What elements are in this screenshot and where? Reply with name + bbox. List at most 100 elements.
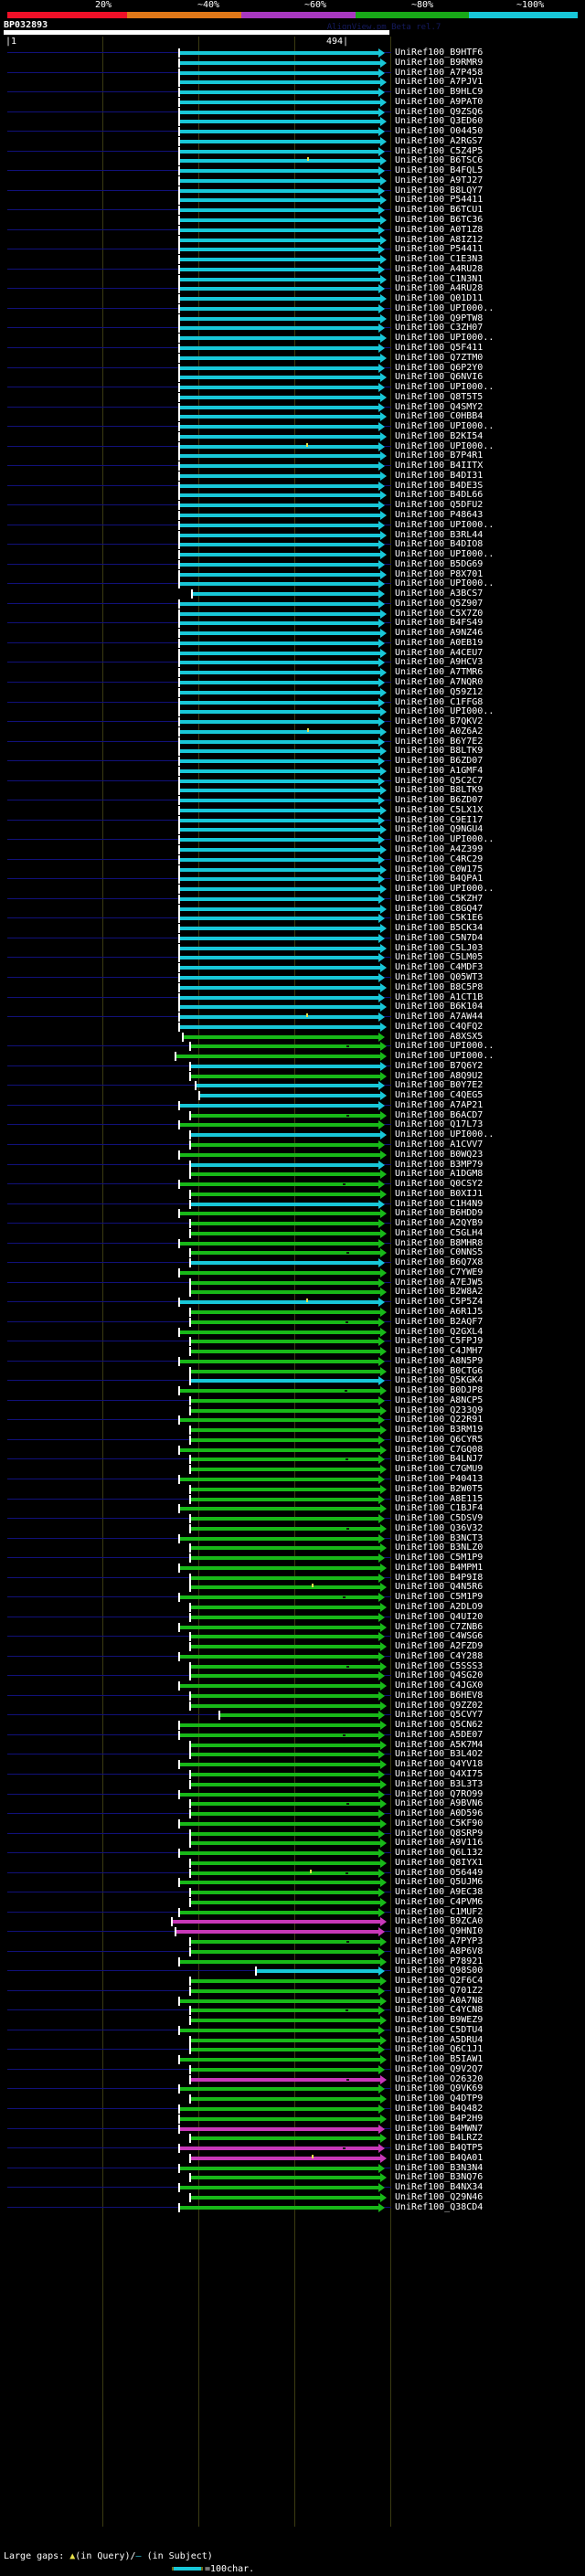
alignment-row[interactable]: UniRef100_Q5DFU2 [0, 500, 585, 511]
alignment-row[interactable]: UniRef100_P54411 [0, 244, 585, 255]
hsp-bar[interactable] [190, 1468, 380, 1472]
hit-label[interactable]: UniRef100_C1E3N3 [395, 254, 484, 265]
hit-label[interactable]: UniRef100_B3N3N4 [395, 2162, 484, 2173]
alignment-row[interactable]: UniRef100_C1H4N9 [0, 1199, 585, 1210]
hit-label[interactable]: UniRef100_Q5CVY7 [395, 1710, 484, 1721]
hsp-bar[interactable] [179, 582, 378, 587]
hit-label[interactable]: UniRef100_B3RM19 [395, 1425, 484, 1436]
alignment-row[interactable]: UniRef100_C4YCN8 [0, 2005, 585, 2016]
alignment-row[interactable]: UniRef100_C4QFQ2 [0, 1022, 585, 1033]
hit-label[interactable]: UniRef100_Q4SMY2 [395, 401, 484, 412]
alignment-row[interactable]: UniRef100_B6K104 [0, 1002, 585, 1012]
hsp-bar[interactable] [179, 533, 380, 537]
hsp-bar[interactable] [179, 621, 378, 626]
hsp-bar[interactable] [179, 1447, 380, 1452]
alignment-row[interactable]: UniRef100_A4RU28 [0, 283, 585, 294]
alignment-row[interactable]: UniRef100_A7AW44 [0, 1012, 585, 1023]
hit-label[interactable]: UniRef100_B6ZD07 [395, 756, 484, 767]
hsp-bar[interactable] [179, 90, 378, 95]
hsp-bar[interactable] [179, 326, 378, 331]
hit-label[interactable]: UniRef100_A2QYB9 [395, 1218, 484, 1229]
alignment-row[interactable]: UniRef100_B0Y7E2 [0, 1080, 585, 1091]
alignment-row[interactable]: UniRef100_B4DL66 [0, 490, 585, 501]
hit-label[interactable]: UniRef100_Q38CD4 [395, 2201, 484, 2212]
hsp-bar[interactable] [179, 631, 380, 636]
hsp-bar[interactable] [179, 297, 380, 302]
alignment-row[interactable]: UniRef100_A8E115 [0, 1494, 585, 1505]
hsp-bar[interactable] [190, 1949, 378, 1954]
hsp-bar[interactable] [179, 690, 380, 694]
alignment-row[interactable]: UniRef100_B6HDD9 [0, 1208, 585, 1219]
hit-label[interactable]: UniRef100_UPI000.. [395, 549, 495, 560]
alignment-row[interactable]: UniRef100_Q9PTW8 [0, 313, 585, 324]
alignment-row[interactable]: UniRef100_B5IAW1 [0, 2054, 585, 2065]
hit-label[interactable]: UniRef100_C5Z4P5 [395, 145, 484, 156]
hit-label[interactable]: UniRef100_Q4SG20 [395, 1670, 484, 1681]
hsp-bar[interactable] [190, 1064, 380, 1068]
hit-label[interactable]: UniRef100_C5K1E6 [395, 913, 484, 924]
hsp-bar[interactable] [179, 405, 378, 409]
alignment-row[interactable]: UniRef100_Q9NGU4 [0, 824, 585, 835]
hsp-bar[interactable] [179, 641, 378, 645]
hit-label[interactable]: UniRef100_A1CT1B [395, 991, 484, 1002]
hit-label[interactable]: UniRef100_UPI000.. [395, 382, 495, 393]
alignment-row[interactable]: UniRef100_A9EC38 [0, 1887, 585, 1898]
hit-label[interactable]: UniRef100_Q5Z907 [395, 598, 484, 609]
alignment-row[interactable]: UniRef100_B4NX34 [0, 2182, 585, 2193]
alignment-row[interactable]: UniRef100_C4QEG5 [0, 1090, 585, 1101]
hsp-bar[interactable] [179, 228, 378, 232]
hit-label[interactable]: UniRef100_A0A7N8 [395, 1995, 484, 2006]
hit-label[interactable]: UniRef100_A0EB19 [395, 637, 484, 648]
hsp-bar[interactable] [179, 867, 380, 872]
hsp-bar[interactable] [179, 316, 380, 321]
hsp-bar[interactable] [179, 513, 380, 517]
hsp-bar[interactable] [179, 1024, 380, 1029]
hit-label[interactable]: UniRef100_Q29N46 [395, 2191, 484, 2202]
hsp-bar[interactable] [179, 2126, 378, 2131]
hit-label[interactable]: UniRef100_Q8IYX1 [395, 1857, 484, 1868]
hit-label[interactable]: UniRef100_A8P6V8 [395, 1945, 484, 1956]
hit-label[interactable]: UniRef100_Q5KGK4 [395, 1375, 484, 1386]
hsp-bar[interactable] [190, 1940, 380, 1944]
alignment-row[interactable]: UniRef100_Q4YV18 [0, 1759, 585, 1770]
alignment-row[interactable]: UniRef100_A7PJV1 [0, 77, 585, 88]
alignment-row[interactable]: UniRef100_UPI000.. [0, 382, 585, 393]
alignment-row[interactable]: UniRef100_C5N7D4 [0, 933, 585, 944]
hsp-bar[interactable] [179, 1123, 378, 1128]
hsp-bar[interactable] [179, 434, 380, 439]
hit-label[interactable]: UniRef100_C5P5Z4 [395, 1297, 484, 1308]
hsp-bar[interactable] [190, 1693, 378, 1698]
hit-label[interactable]: UniRef100_B6Y7E2 [395, 736, 484, 747]
hit-label[interactable]: UniRef100_A9V116 [395, 1838, 484, 1849]
hit-label[interactable]: UniRef100_Q7ZTM0 [395, 352, 484, 363]
alignment-row[interactable]: UniRef100_C5LM05 [0, 952, 585, 963]
hit-label[interactable]: UniRef100_B4LRZ2 [395, 2133, 484, 2144]
hit-label[interactable]: UniRef100_B5DG69 [395, 558, 484, 569]
hsp-bar[interactable] [190, 1379, 378, 1383]
hsp-bar[interactable] [179, 306, 378, 311]
hsp-bar[interactable] [179, 1763, 380, 1767]
hsp-bar[interactable] [190, 2136, 380, 2141]
hsp-bar[interactable] [190, 1202, 378, 1206]
alignment-row[interactable]: UniRef100_B6HEV8 [0, 1691, 585, 1701]
hit-label[interactable]: UniRef100_UPI000.. [395, 302, 495, 313]
hit-label[interactable]: UniRef100_C7YWE9 [395, 1267, 484, 1277]
hit-label[interactable]: UniRef100_UPI000.. [395, 834, 495, 845]
hit-label[interactable]: UniRef100_Q59Z12 [395, 686, 484, 697]
hsp-bar[interactable] [179, 720, 378, 725]
hit-label[interactable]: UniRef100_C5LM05 [395, 952, 484, 963]
hit-label[interactable]: UniRef100_A2FZD9 [395, 1641, 484, 1652]
hit-label[interactable]: UniRef100_B6Q7X8 [395, 1257, 484, 1268]
alignment-row[interactable]: UniRef100_A0D596 [0, 1808, 585, 1819]
alignment-row[interactable]: UniRef100_B4QA01 [0, 2153, 585, 2164]
hit-label[interactable]: UniRef100_A0Z6A2 [395, 726, 484, 737]
hit-label[interactable]: UniRef100_B6TC36 [395, 215, 484, 226]
alignment-row[interactable]: UniRef100_Q6C1J1 [0, 2044, 585, 2055]
alignment-row[interactable]: UniRef100_UPI000.. [0, 421, 585, 432]
hsp-bar[interactable] [190, 1605, 380, 1609]
hsp-bar[interactable] [179, 1015, 378, 1020]
hsp-bar[interactable] [179, 208, 378, 213]
hit-label[interactable]: UniRef100_A3BCS7 [395, 588, 484, 599]
alignment-row[interactable]: UniRef100_UPI000.. [0, 578, 585, 589]
hsp-bar[interactable] [190, 1556, 378, 1561]
